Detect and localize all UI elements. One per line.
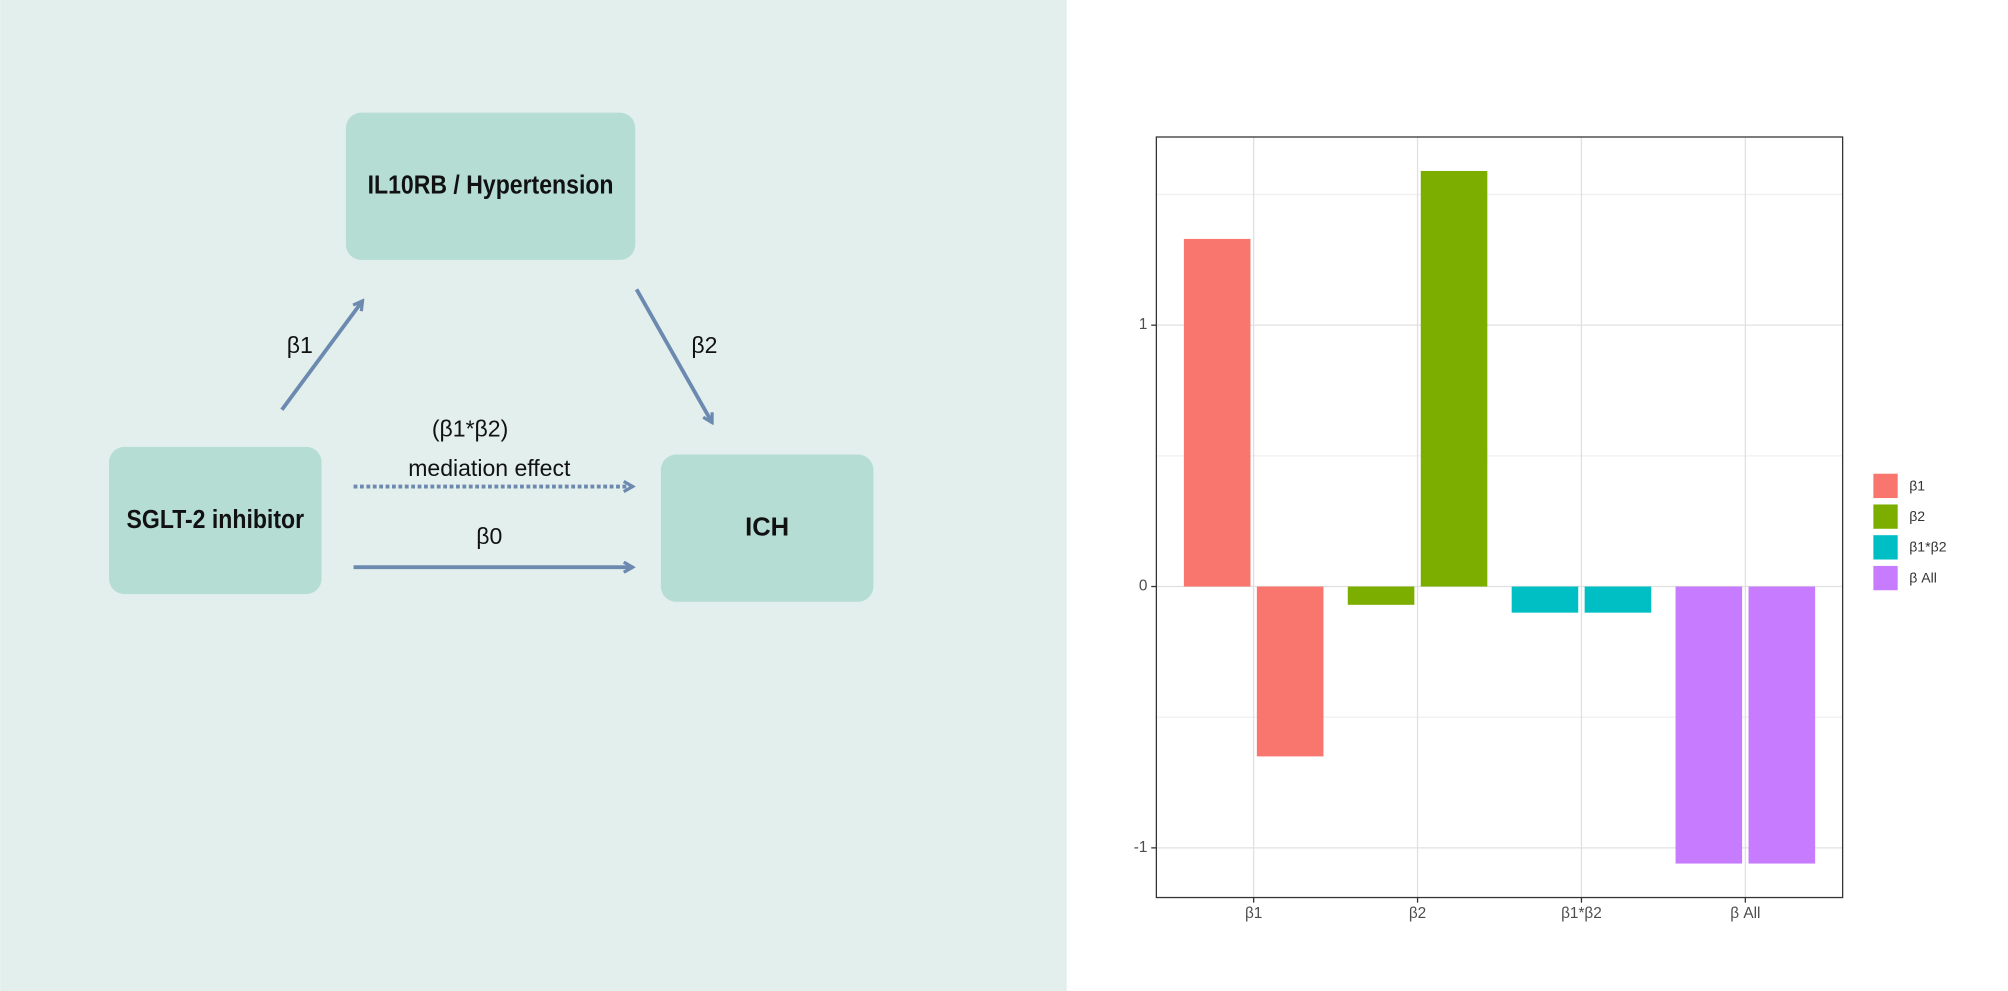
legend-label: β1 [1909, 477, 1925, 493]
plot-border [1155, 136, 1844, 899]
legend-swatch [1873, 535, 1898, 560]
bar [1675, 586, 1743, 864]
bar [1420, 170, 1488, 587]
x-tick-label: β1*β2 [1561, 905, 1602, 922]
x-tick-label: β1 [1245, 905, 1262, 922]
legend-swatch [1873, 565, 1898, 591]
y-tick-label: -1 [1134, 839, 1148, 856]
node-box [109, 446, 322, 595]
node-label: IL10RB / Hypertension [368, 172, 614, 200]
bar [1256, 586, 1324, 757]
legend-label: β All [1909, 569, 1937, 585]
bar [1584, 586, 1652, 613]
node-label: ICH [745, 514, 789, 542]
bar [1511, 586, 1579, 613]
arrow [634, 288, 714, 422]
legend-swatch [1873, 473, 1898, 499]
node-box [660, 454, 874, 602]
bar [1183, 238, 1251, 587]
bar [1347, 586, 1415, 605]
edge-label: β1 [287, 332, 313, 358]
edge-label: mediation effect [408, 455, 571, 481]
node-label: SGLT-2 inhibitor [127, 506, 305, 534]
x-tick-label: β2 [1409, 905, 1426, 922]
legend-label: β2 [1909, 508, 1925, 524]
legend-swatch [1873, 504, 1898, 529]
x-tick-label: β All [1730, 905, 1760, 922]
arrow [280, 301, 363, 411]
edge-label: β0 [476, 523, 502, 549]
legend-label: β1*β2 [1909, 539, 1947, 555]
y-tick-label: 1 [1139, 316, 1148, 333]
edge-label: β2 [691, 332, 717, 358]
bar [1748, 586, 1816, 864]
y-tick-label: 0 [1139, 578, 1148, 595]
edge-label: (β1*β2) [432, 415, 508, 441]
node-box [345, 112, 636, 260]
